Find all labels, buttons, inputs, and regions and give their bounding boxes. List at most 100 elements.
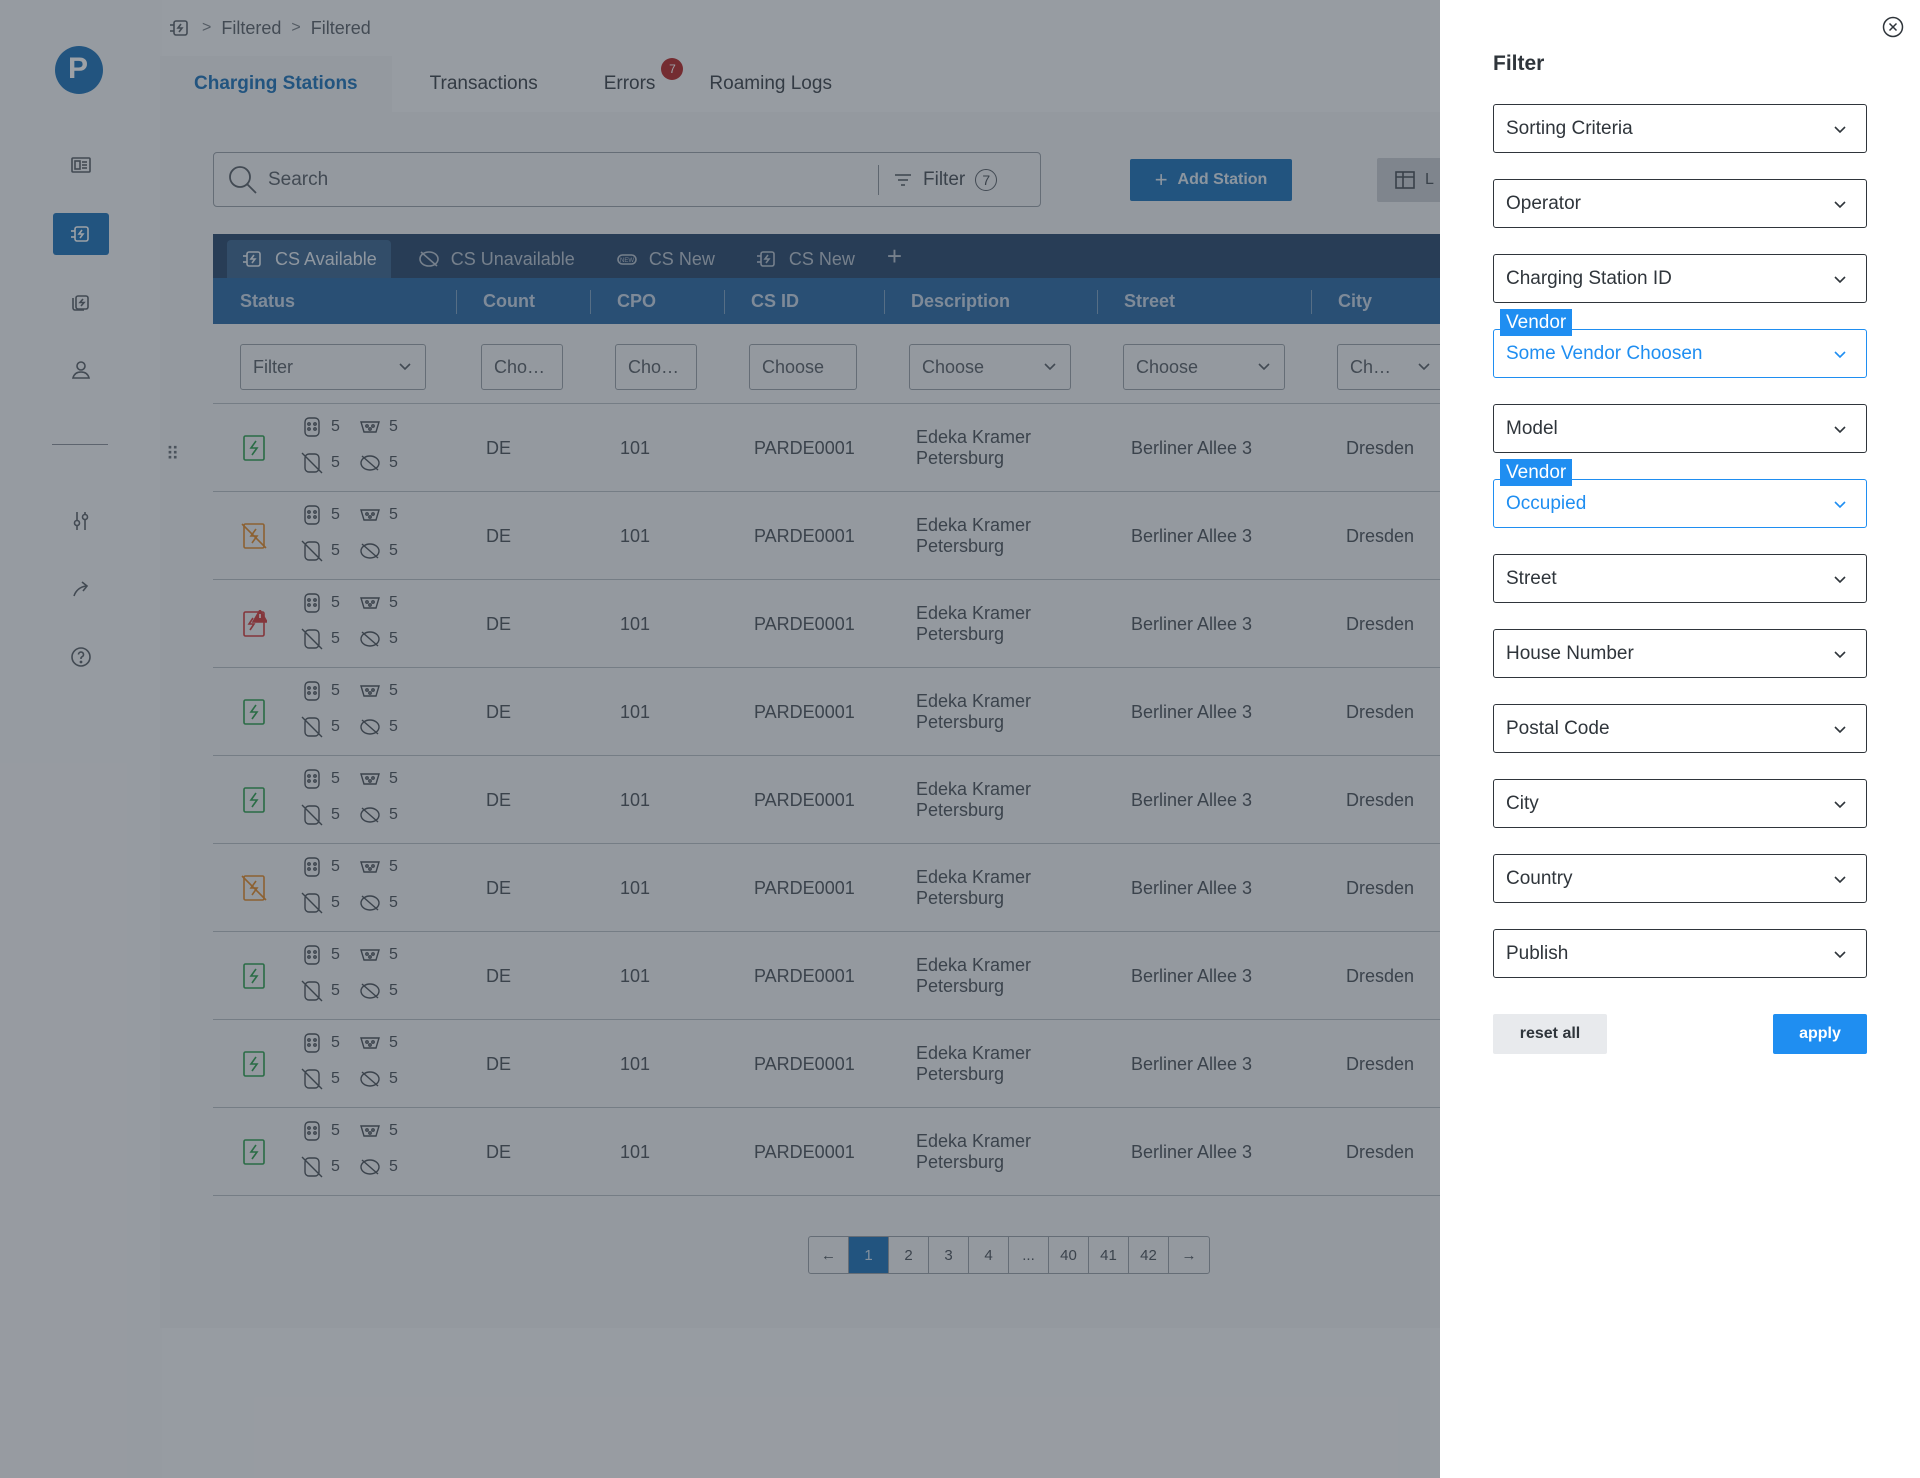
table-row[interactable]: 5 5 5 5 DE 101 PARDE0001 Edeka Kramer Petersburg… — [213, 1108, 1450, 1196]
tab-transactions[interactable]: Transactions — [392, 56, 576, 112]
model-select[interactable]: Model — [1493, 404, 1867, 453]
add-station-button[interactable]: + Add Station — [1130, 159, 1292, 201]
filter-button[interactable]: Filter 7 — [879, 153, 1011, 206]
country-cell: DE — [486, 965, 512, 986]
dashboard-icon[interactable] — [53, 144, 109, 186]
page-button[interactable]: 2 — [889, 1237, 929, 1273]
occupancy-select[interactable]: Occupied — [1493, 479, 1867, 528]
country-cell: DE — [486, 613, 512, 634]
vendor-select[interactable]: Some Vendor Choosen — [1493, 329, 1867, 378]
connector-count: 5 — [389, 894, 398, 911]
house-number-select[interactable]: House Number — [1493, 629, 1867, 678]
reset-all-button[interactable]: reset all — [1493, 1014, 1607, 1054]
table-row[interactable]: 5 5 5 5 DE 101 PARDE0001 Edeka Kramer Petersburg… — [213, 756, 1450, 844]
vendor-field-label: Vendor — [1500, 459, 1573, 486]
prev-page-button[interactable]: ← — [809, 1237, 849, 1273]
column-header-city[interactable]: City — [1338, 290, 1373, 311]
tab-roaming-logs[interactable]: Roaming Logs — [689, 56, 852, 112]
view-tab-cs-available[interactable]: CS Available — [227, 240, 391, 278]
filter-value: Ch… — [1350, 356, 1392, 377]
publish-select[interactable]: Publish — [1493, 929, 1867, 978]
tab-errors[interactable]: Errors 7 — [576, 56, 690, 112]
search-divider — [878, 164, 879, 195]
cs-id-filter-select[interactable]: Choose — [749, 344, 857, 390]
connector-count: 5 — [389, 454, 398, 471]
description-line: Petersburg — [916, 1064, 1005, 1084]
view-tab-cs-new[interactable]: NEW CS New — [601, 240, 729, 278]
settings-sliders-icon[interactable] — [53, 500, 109, 542]
apply-button[interactable]: apply — [1773, 1014, 1867, 1054]
cpo-cell: 101 — [620, 701, 651, 722]
error-count-badge: 7 — [661, 58, 684, 80]
column-header-cpo[interactable]: CPO — [617, 290, 657, 311]
view-tab-cs-unavailable[interactable]: CS Unavailable — [403, 240, 589, 278]
plug-off-icon — [360, 983, 380, 999]
table-row[interactable]: 5 5 5 5 DE 101 PARDE0001 Edeka Kramer Petersburg… — [213, 932, 1450, 1020]
help-icon[interactable] — [53, 636, 109, 678]
city-cell: Dresden — [1346, 965, 1415, 986]
street-filter-select[interactable]: Choose — [1123, 344, 1285, 390]
description-line: Petersburg — [916, 712, 1005, 732]
column-divider — [724, 290, 725, 314]
charging-stack-icon[interactable] — [53, 281, 109, 323]
description-cell: Edeka Kramer Petersburg — [916, 492, 1031, 580]
city-select[interactable]: City — [1493, 779, 1867, 828]
page-button[interactable]: 1 — [849, 1237, 889, 1273]
column-header-street[interactable]: Street — [1124, 290, 1176, 311]
cpo-cell: 101 — [620, 1053, 651, 1074]
page-button[interactable]: 41 — [1089, 1237, 1129, 1273]
connector-counts: 5 5 5 5 — [301, 854, 411, 924]
status-filter-select[interactable]: Filter — [240, 344, 426, 390]
ccs-plug-icon — [360, 949, 380, 961]
connector-counts: 5 5 5 5 — [301, 1118, 411, 1188]
table-row[interactable]: 5 5 5 5 DE 101 PARDE0001 Edeka Kramer Petersburg… — [213, 404, 1450, 492]
plug-off-icon — [418, 251, 439, 267]
breadcrumb-item[interactable]: Filtered — [221, 17, 282, 38]
breadcrumb-item[interactable]: Filtered — [310, 17, 371, 38]
charging-station-icon[interactable] — [53, 213, 109, 255]
close-icon[interactable] — [1882, 16, 1904, 38]
page-button[interactable]: 42 — [1129, 1237, 1169, 1273]
share-arrow-icon[interactable] — [53, 568, 109, 610]
next-page-button[interactable]: → — [1181, 1246, 1197, 1264]
column-header-description[interactable]: Description — [911, 290, 1011, 311]
operator-select[interactable]: Operator — [1493, 179, 1867, 228]
description-cell: Edeka Kramer Petersburg — [916, 580, 1031, 668]
charging-station-id-select[interactable]: Charging Station ID — [1493, 254, 1867, 303]
table-row[interactable]: 5 5 5 5 DE 101 PARDE0001 Edeka Kramer Petersburg… — [213, 492, 1450, 580]
postal-code-select[interactable]: Postal Code — [1493, 704, 1867, 753]
page-button[interactable]: 3 — [929, 1237, 969, 1273]
country-filter-select[interactable]: Cho… — [481, 344, 563, 390]
city-cell: Dresden — [1346, 789, 1415, 810]
connector-count: 5 — [331, 1122, 340, 1139]
table-row[interactable]: 5 5 5 5 DE 101 PARDE0001 Edeka Kramer Petersburg… — [213, 1020, 1450, 1108]
add-view-icon[interactable]: + — [886, 240, 903, 271]
tab-charging-stations[interactable]: Charging Stations — [160, 56, 392, 112]
sorting-criteria-select[interactable]: Sorting Criteria — [1493, 104, 1867, 153]
cpo-filter-select[interactable]: Cho… — [615, 344, 697, 390]
status-available-icon — [243, 1051, 265, 1077]
search-input[interactable] — [268, 168, 868, 191]
column-header-count[interactable]: Count — [483, 290, 535, 311]
view-tab-cs-new-2[interactable]: CS New — [741, 240, 869, 278]
description-cell: Edeka Kramer Petersburg — [916, 756, 1031, 844]
description-filter-select[interactable]: Choose — [909, 344, 1071, 390]
table-row[interactable]: 5 5 5 5 DE 101 PARDE0001 Edeka Kramer Petersburg… — [213, 580, 1450, 668]
street-select[interactable]: Street — [1493, 554, 1867, 603]
page-button[interactable]: 4 — [969, 1237, 1009, 1273]
country-cell: DE — [486, 877, 512, 898]
city-cell: Dresden — [1346, 613, 1415, 634]
column-header-status[interactable]: Status — [240, 290, 296, 311]
filter-panel-title: Filter — [1493, 52, 1545, 75]
country-select[interactable]: Country — [1493, 854, 1867, 903]
description-line: Edeka Kramer — [916, 955, 1032, 975]
user-icon[interactable] — [53, 349, 109, 391]
chevron-down-icon — [1834, 876, 1846, 884]
table-row[interactable]: 5 5 5 5 DE 101 PARDE0001 Edeka Kramer Petersburg… — [213, 844, 1450, 932]
table-row[interactable]: 5 5 5 5 DE 101 PARDE0001 Edeka Kramer Petersburg… — [213, 668, 1450, 756]
page-button[interactable]: 40 — [1049, 1237, 1089, 1273]
view-tab-label: CS New — [648, 248, 715, 269]
country-cell: DE — [486, 789, 512, 810]
column-header-cs-id[interactable]: CS ID — [751, 290, 800, 311]
layout-button[interactable]: L — [1377, 158, 1450, 202]
